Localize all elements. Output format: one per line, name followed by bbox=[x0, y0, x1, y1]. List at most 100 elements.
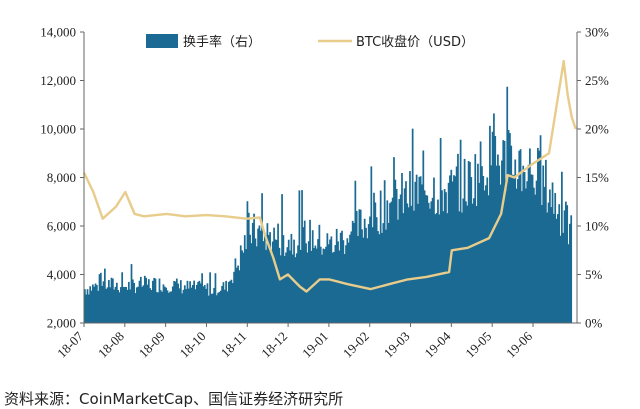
turnover-bar bbox=[231, 283, 234, 323]
turnover-bar bbox=[118, 292, 121, 323]
turnover-bar bbox=[495, 165, 498, 323]
turnover-bar bbox=[395, 188, 398, 323]
turnover-bar bbox=[405, 181, 407, 323]
turnover-bar bbox=[149, 288, 152, 323]
turnover-bar bbox=[281, 194, 283, 323]
turnover-bar bbox=[131, 279, 134, 323]
turnover-bar bbox=[338, 250, 341, 323]
turnover-bar bbox=[357, 236, 359, 323]
turnover-bar bbox=[518, 150, 521, 323]
turnover-bar bbox=[390, 201, 393, 323]
turnover-bar bbox=[557, 214, 559, 323]
turnover-bar bbox=[227, 281, 230, 323]
turnover-bar bbox=[515, 188, 518, 323]
turnover-bar bbox=[138, 280, 141, 323]
turnover-bar bbox=[519, 149, 522, 323]
turnover-bar bbox=[389, 203, 391, 323]
turnover-bar bbox=[527, 164, 530, 323]
turnover-bar bbox=[219, 290, 222, 323]
turnover-bar bbox=[194, 289, 197, 323]
x-tick-label: 18-07 bbox=[54, 328, 86, 360]
turnover-bar bbox=[98, 274, 101, 323]
turnover-bar bbox=[122, 286, 125, 323]
y-right-tick-label: 15% bbox=[585, 170, 609, 185]
turnover-bar bbox=[565, 201, 567, 323]
turnover-bar bbox=[485, 185, 487, 323]
turnover-bar bbox=[530, 174, 533, 323]
turnover-bar bbox=[347, 242, 350, 323]
turnover-bar bbox=[393, 157, 395, 323]
turnover-bar bbox=[479, 141, 482, 323]
turnover-bar bbox=[422, 150, 425, 323]
turnover-bar bbox=[233, 271, 235, 323]
turnover-bar bbox=[181, 293, 183, 323]
turnover-bar bbox=[370, 166, 373, 323]
turnover-bar bbox=[173, 280, 175, 323]
turnover-bar bbox=[438, 214, 441, 323]
turnover-bar bbox=[427, 202, 430, 323]
turnover-bar bbox=[407, 207, 410, 323]
turnover-bar bbox=[250, 243, 253, 323]
turnover-bar bbox=[481, 166, 483, 323]
turnover-bar bbox=[289, 250, 291, 323]
turnover-bar bbox=[265, 249, 267, 323]
turnover-bar bbox=[397, 219, 399, 323]
turnover-bar bbox=[214, 273, 217, 323]
turnover-bar bbox=[85, 294, 88, 323]
turnover-bar bbox=[414, 181, 417, 323]
turnover-bar bbox=[562, 232, 565, 323]
turnover-bar bbox=[309, 219, 311, 323]
turnover-bar bbox=[365, 227, 367, 323]
btc-price-line bbox=[82, 59, 577, 293]
turnover-bar bbox=[385, 229, 387, 323]
turnover-bar bbox=[533, 187, 535, 323]
turnover-bar bbox=[121, 272, 124, 323]
turnover-bar bbox=[421, 184, 423, 323]
turnover-bar bbox=[323, 249, 326, 323]
turnover-bar bbox=[446, 213, 449, 323]
turnover-bar bbox=[285, 252, 287, 323]
turnover-bar bbox=[229, 280, 231, 323]
turnover-bar bbox=[429, 208, 431, 323]
turnover-bar bbox=[381, 232, 383, 323]
turnover-bar bbox=[461, 212, 463, 323]
turnover-bar bbox=[117, 290, 120, 323]
turnover-bar bbox=[473, 198, 475, 323]
turnover-bar bbox=[198, 280, 201, 323]
turnover-bar bbox=[342, 240, 345, 323]
turnover-bar bbox=[151, 280, 154, 323]
turnover-bar bbox=[471, 203, 474, 323]
turnover-bar bbox=[526, 181, 529, 323]
turnover-bar bbox=[329, 239, 331, 323]
turnover-bar bbox=[319, 246, 322, 323]
y-right-tick-label: 5% bbox=[585, 267, 603, 282]
y-left-tick-label: 8,000 bbox=[47, 170, 76, 185]
turnover-bar bbox=[378, 234, 381, 323]
turnover-bar bbox=[343, 254, 346, 323]
turnover-bar bbox=[239, 245, 242, 323]
turnover-bar bbox=[207, 295, 210, 323]
turnover-bar bbox=[217, 292, 219, 323]
turnover-bar bbox=[262, 241, 265, 323]
y-right-tick-label: 25% bbox=[585, 73, 609, 88]
turnover-bar bbox=[203, 285, 206, 323]
turnover-bar bbox=[333, 251, 335, 323]
turnover-bar bbox=[425, 195, 427, 323]
turnover-bar bbox=[129, 289, 132, 323]
turnover-bar bbox=[335, 228, 338, 323]
turnover-bar bbox=[185, 289, 187, 323]
turnover-bar bbox=[341, 230, 343, 323]
turnover-bar bbox=[111, 278, 114, 323]
turnover-bar bbox=[506, 86, 509, 323]
turnover-bar bbox=[510, 145, 513, 323]
turnover-bar bbox=[439, 138, 442, 323]
turnover-bar bbox=[399, 194, 402, 323]
turnover-bar bbox=[567, 244, 570, 323]
turnover-bar bbox=[366, 238, 369, 323]
turnover-bar bbox=[143, 275, 146, 323]
turnover-bar bbox=[307, 241, 310, 323]
turnover-bar bbox=[362, 237, 365, 323]
x-tick-label: 19-05 bbox=[462, 329, 494, 361]
turnover-bar bbox=[413, 210, 415, 323]
turnover-bar bbox=[230, 279, 233, 323]
